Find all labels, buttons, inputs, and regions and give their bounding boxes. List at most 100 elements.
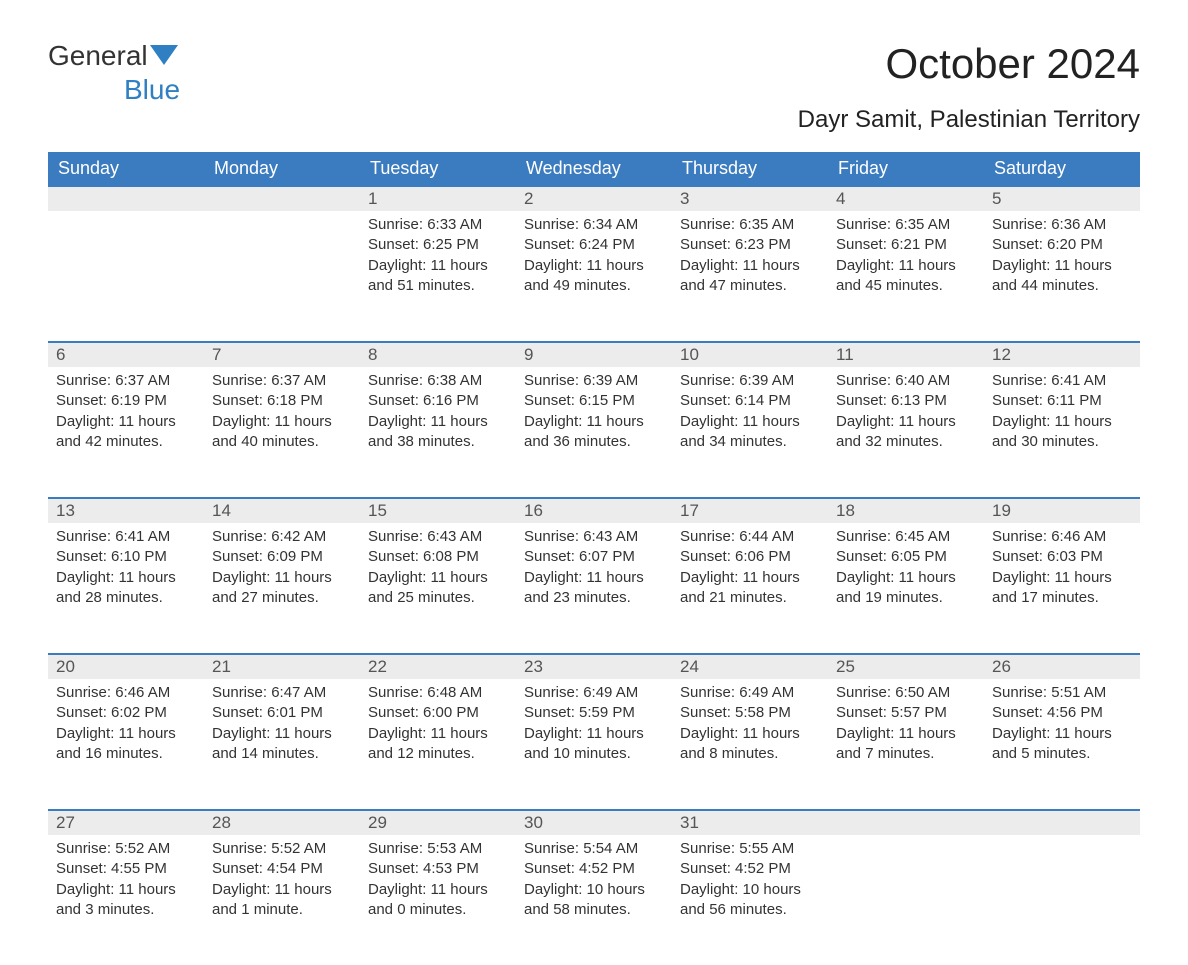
day-sunrise: Sunrise: 6:49 AM: [680, 683, 820, 703]
day-data: Sunrise: 6:41 AMSunset: 6:10 PMDaylight:…: [48, 523, 204, 622]
daynum-cell: 19: [984, 497, 1140, 523]
day-sunrise: Sunrise: 6:48 AM: [368, 683, 508, 703]
day-daylight2: and 25 minutes.: [368, 588, 508, 608]
daynum-cell: 8: [360, 341, 516, 367]
day-number: 15: [360, 497, 516, 523]
day-sunset: Sunset: 6:18 PM: [212, 391, 352, 411]
day-data: Sunrise: 6:33 AMSunset: 6:25 PMDaylight:…: [360, 211, 516, 310]
daydata-row: Sunrise: 6:37 AMSunset: 6:19 PMDaylight:…: [48, 367, 1140, 497]
daynum-cell: [828, 809, 984, 835]
daynum-cell: [48, 185, 204, 211]
day-sunrise: Sunrise: 6:37 AM: [56, 371, 196, 391]
daydata-cell: Sunrise: 5:53 AMSunset: 4:53 PMDaylight:…: [360, 835, 516, 965]
daynum-cell: 30: [516, 809, 672, 835]
day-sunset: Sunset: 6:14 PM: [680, 391, 820, 411]
day-data: Sunrise: 6:49 AMSunset: 5:59 PMDaylight:…: [516, 679, 672, 778]
day-daylight2: and 0 minutes.: [368, 900, 508, 920]
day-sunrise: Sunrise: 5:54 AM: [524, 839, 664, 859]
day-daylight1: Daylight: 11 hours: [212, 568, 352, 588]
daydata-cell: Sunrise: 6:43 AMSunset: 6:08 PMDaylight:…: [360, 523, 516, 653]
daynum-cell: 10: [672, 341, 828, 367]
day-daylight2: and 30 minutes.: [992, 432, 1132, 452]
daynum-cell: 18: [828, 497, 984, 523]
day-number: 24: [672, 653, 828, 679]
daynum-cell: 14: [204, 497, 360, 523]
day-sunset: Sunset: 6:20 PM: [992, 235, 1132, 255]
day-sunrise: Sunrise: 5:52 AM: [56, 839, 196, 859]
day-data: Sunrise: 6:44 AMSunset: 6:06 PMDaylight:…: [672, 523, 828, 622]
weekday-header: Tuesday: [360, 152, 516, 185]
day-sunset: Sunset: 4:54 PM: [212, 859, 352, 879]
day-sunset: Sunset: 6:03 PM: [992, 547, 1132, 567]
daynum-cell: 9: [516, 341, 672, 367]
day-sunset: Sunset: 6:21 PM: [836, 235, 976, 255]
day-daylight1: Daylight: 11 hours: [524, 412, 664, 432]
daydata-cell: Sunrise: 5:54 AMSunset: 4:52 PMDaylight:…: [516, 835, 672, 965]
daynum-cell: 21: [204, 653, 360, 679]
day-number: 23: [516, 653, 672, 679]
weekday-header-row: Sunday Monday Tuesday Wednesday Thursday…: [48, 152, 1140, 185]
daynum-cell: 24: [672, 653, 828, 679]
day-data: [828, 835, 984, 853]
day-daylight1: Daylight: 11 hours: [680, 256, 820, 276]
daynum-cell: 17: [672, 497, 828, 523]
daydata-cell: Sunrise: 6:36 AMSunset: 6:20 PMDaylight:…: [984, 211, 1140, 341]
day-sunrise: Sunrise: 6:37 AM: [212, 371, 352, 391]
daynum-cell: 2: [516, 185, 672, 211]
day-daylight2: and 45 minutes.: [836, 276, 976, 296]
day-number: 25: [828, 653, 984, 679]
day-sunrise: Sunrise: 6:46 AM: [56, 683, 196, 703]
daynum-cell: 25: [828, 653, 984, 679]
day-data: Sunrise: 5:53 AMSunset: 4:53 PMDaylight:…: [360, 835, 516, 934]
day-daylight2: and 12 minutes.: [368, 744, 508, 764]
day-daylight2: and 40 minutes.: [212, 432, 352, 452]
daydata-row: Sunrise: 6:41 AMSunset: 6:10 PMDaylight:…: [48, 523, 1140, 653]
day-sunset: Sunset: 6:00 PM: [368, 703, 508, 723]
daydata-cell: Sunrise: 6:43 AMSunset: 6:07 PMDaylight:…: [516, 523, 672, 653]
weekday-header: Saturday: [984, 152, 1140, 185]
daydata-cell: Sunrise: 6:45 AMSunset: 6:05 PMDaylight:…: [828, 523, 984, 653]
daydata-cell: [204, 211, 360, 341]
day-daylight1: Daylight: 11 hours: [524, 256, 664, 276]
day-daylight1: Daylight: 11 hours: [680, 568, 820, 588]
daydata-cell: Sunrise: 6:41 AMSunset: 6:10 PMDaylight:…: [48, 523, 204, 653]
daydata-cell: Sunrise: 6:40 AMSunset: 6:13 PMDaylight:…: [828, 367, 984, 497]
day-sunset: Sunset: 6:10 PM: [56, 547, 196, 567]
day-daylight1: Daylight: 11 hours: [992, 412, 1132, 432]
daydata-cell: Sunrise: 6:37 AMSunset: 6:18 PMDaylight:…: [204, 367, 360, 497]
daynum-row: 2728293031: [48, 809, 1140, 835]
daydata-row: Sunrise: 6:33 AMSunset: 6:25 PMDaylight:…: [48, 211, 1140, 341]
daydata-cell: Sunrise: 6:46 AMSunset: 6:03 PMDaylight:…: [984, 523, 1140, 653]
daydata-cell: Sunrise: 6:46 AMSunset: 6:02 PMDaylight:…: [48, 679, 204, 809]
day-sunrise: Sunrise: 6:35 AM: [836, 215, 976, 235]
day-number: 31: [672, 809, 828, 835]
day-number-empty: [48, 185, 204, 211]
day-daylight1: Daylight: 11 hours: [836, 724, 976, 744]
daynum-row: 20212223242526: [48, 653, 1140, 679]
day-data: Sunrise: 6:35 AMSunset: 6:21 PMDaylight:…: [828, 211, 984, 310]
day-data: [48, 211, 204, 229]
weekday-header: Sunday: [48, 152, 204, 185]
day-sunrise: Sunrise: 5:52 AM: [212, 839, 352, 859]
day-daylight2: and 36 minutes.: [524, 432, 664, 452]
day-sunset: Sunset: 4:56 PM: [992, 703, 1132, 723]
day-daylight2: and 34 minutes.: [680, 432, 820, 452]
day-sunrise: Sunrise: 6:40 AM: [836, 371, 976, 391]
daynum-row: 12345: [48, 185, 1140, 211]
daynum-cell: 31: [672, 809, 828, 835]
day-data: Sunrise: 6:39 AMSunset: 6:15 PMDaylight:…: [516, 367, 672, 466]
day-sunset: Sunset: 6:09 PM: [212, 547, 352, 567]
day-daylight2: and 10 minutes.: [524, 744, 664, 764]
daynum-cell: 22: [360, 653, 516, 679]
day-sunrise: Sunrise: 6:38 AM: [368, 371, 508, 391]
day-number: 6: [48, 341, 204, 367]
weekday-header: Monday: [204, 152, 360, 185]
daynum-cell: 15: [360, 497, 516, 523]
daydata-cell: Sunrise: 5:52 AMSunset: 4:55 PMDaylight:…: [48, 835, 204, 965]
day-sunset: Sunset: 6:02 PM: [56, 703, 196, 723]
day-daylight1: Daylight: 11 hours: [836, 412, 976, 432]
day-daylight2: and 23 minutes.: [524, 588, 664, 608]
day-daylight1: Daylight: 11 hours: [992, 568, 1132, 588]
day-number: 17: [672, 497, 828, 523]
day-daylight1: Daylight: 11 hours: [368, 568, 508, 588]
